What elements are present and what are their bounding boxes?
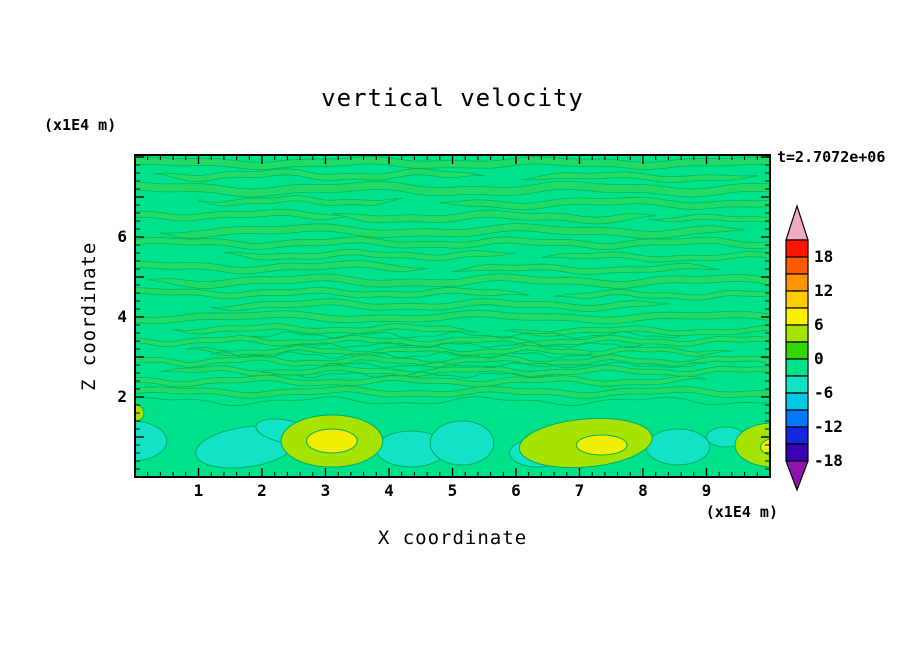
x-tick-label: 8 — [638, 481, 648, 500]
x-tick-label: 2 — [257, 481, 267, 500]
chart-title: vertical velocity — [321, 84, 584, 112]
y-axis-unit-label: (x1E4 m) — [44, 116, 117, 134]
colorbar-segment — [785, 443, 809, 462]
colorbar-tick-label: -18 — [814, 451, 843, 470]
x-axis-unit-label: (x1E4 m) — [705, 503, 778, 521]
x-tick-label: 1 — [193, 481, 204, 500]
y-tick-label: 2 — [117, 387, 127, 406]
colorbar-segment — [785, 409, 809, 428]
colorbar-segment — [785, 307, 809, 326]
colorbar-segment — [785, 290, 809, 309]
x-tick-label: 9 — [701, 481, 712, 500]
x-tick-label: 5 — [447, 481, 458, 500]
colorbar-tick-label: 12 — [814, 281, 834, 300]
colorbar-over-arrow — [785, 204, 809, 241]
x-axis-title: X coordinate — [377, 527, 528, 549]
x-tick-label: 3 — [320, 481, 331, 500]
colorbar-segment — [785, 324, 809, 343]
colorbar-segment — [785, 392, 809, 411]
y-tick-label: 4 — [117, 307, 127, 326]
y-tick-label: 6 — [117, 227, 127, 246]
colorbar-segment — [785, 426, 809, 445]
time-annotation: t=2.7072e+06 — [777, 148, 886, 166]
colorbar-segment — [785, 239, 809, 258]
x-tick-label: 4 — [384, 481, 394, 500]
colorbar-segment — [785, 358, 809, 377]
x-tick-label: 6 — [511, 481, 521, 500]
colorbar-segment — [785, 341, 809, 360]
colorbar-under-arrow — [785, 460, 809, 492]
colorbar-tick-label: 18 — [814, 247, 834, 266]
colorbar-tick-label: -12 — [814, 417, 843, 436]
colorbar-tick-label: 6 — [814, 315, 824, 334]
colorbar-segment — [785, 273, 809, 292]
colorbar-tick-label: 0 — [814, 349, 824, 368]
colorbar-segment — [785, 256, 809, 275]
colorbar-tick-label: -6 — [814, 383, 834, 402]
colorbar-segment — [785, 375, 809, 394]
x-tick-label: 7 — [574, 481, 585, 500]
